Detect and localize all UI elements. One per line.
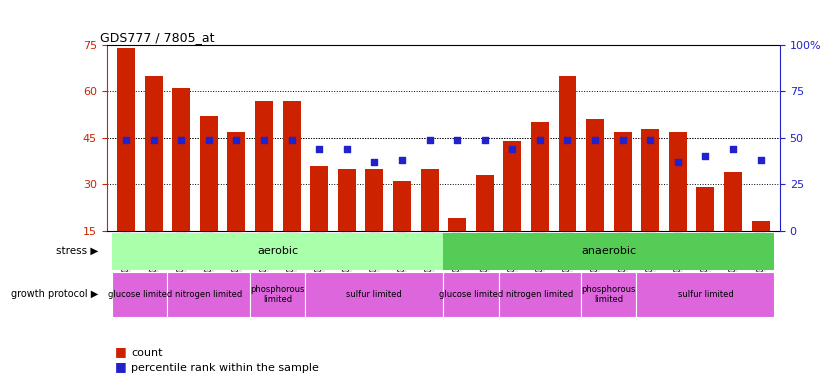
Text: sulfur limited: sulfur limited: [346, 290, 402, 299]
Point: [396, 157, 409, 163]
Bar: [498, 272, 581, 317]
Point: [368, 159, 381, 165]
Bar: [581, 272, 636, 317]
Bar: [227, 132, 245, 231]
Point: [616, 136, 629, 142]
Bar: [752, 221, 769, 231]
Bar: [420, 169, 438, 231]
Bar: [448, 218, 466, 231]
Bar: [475, 175, 493, 231]
Point: [644, 136, 657, 142]
Bar: [614, 132, 631, 231]
Text: count: count: [131, 348, 163, 358]
Point: [478, 136, 491, 142]
Bar: [112, 272, 167, 317]
Point: [561, 136, 574, 142]
Point: [423, 136, 436, 142]
Bar: [443, 232, 774, 270]
Point: [534, 136, 547, 142]
Bar: [558, 76, 576, 231]
Point: [727, 146, 740, 152]
Bar: [282, 101, 300, 231]
Bar: [636, 272, 774, 317]
Bar: [586, 119, 604, 231]
Bar: [117, 48, 135, 231]
Bar: [531, 122, 549, 231]
Bar: [172, 88, 190, 231]
Point: [230, 136, 243, 142]
Bar: [443, 272, 498, 317]
Bar: [393, 181, 411, 231]
Point: [451, 136, 464, 142]
Bar: [250, 272, 305, 317]
Bar: [255, 101, 273, 231]
Text: sulfur limited: sulfur limited: [677, 290, 733, 299]
Point: [285, 136, 298, 142]
Text: growth protocol ▶: growth protocol ▶: [11, 290, 99, 299]
Text: aerobic: aerobic: [257, 246, 298, 256]
Bar: [112, 232, 443, 270]
Point: [589, 136, 602, 142]
Text: GDS777 / 7805_at: GDS777 / 7805_at: [100, 31, 214, 44]
Text: anaerobic: anaerobic: [581, 246, 636, 256]
Bar: [305, 272, 443, 317]
Text: phosphorous
limited: phosphorous limited: [582, 285, 636, 304]
Bar: [365, 169, 383, 231]
Text: nitrogen limited: nitrogen limited: [507, 290, 574, 299]
Point: [699, 153, 712, 159]
Text: percentile rank within the sample: percentile rank within the sample: [131, 363, 319, 373]
Bar: [669, 132, 687, 231]
Bar: [641, 129, 659, 231]
Bar: [696, 188, 714, 231]
Text: glucose limited: glucose limited: [108, 290, 172, 299]
Text: stress ▶: stress ▶: [56, 246, 99, 256]
Point: [340, 146, 353, 152]
Bar: [724, 172, 742, 231]
Bar: [167, 272, 250, 317]
Point: [313, 146, 326, 152]
Text: ■: ■: [115, 345, 131, 358]
Text: phosphorous
limited: phosphorous limited: [250, 285, 305, 304]
Text: glucose limited: glucose limited: [438, 290, 503, 299]
Point: [258, 136, 271, 142]
Bar: [503, 141, 521, 231]
Point: [147, 136, 160, 142]
Bar: [337, 169, 355, 231]
Point: [175, 136, 188, 142]
Point: [754, 157, 767, 163]
Bar: [310, 166, 328, 231]
Text: nitrogen limited: nitrogen limited: [175, 290, 242, 299]
Point: [506, 146, 519, 152]
Text: ■: ■: [115, 360, 131, 373]
Bar: [200, 116, 218, 231]
Bar: [144, 76, 163, 231]
Point: [120, 136, 133, 142]
Point: [672, 159, 685, 165]
Point: [202, 136, 215, 142]
